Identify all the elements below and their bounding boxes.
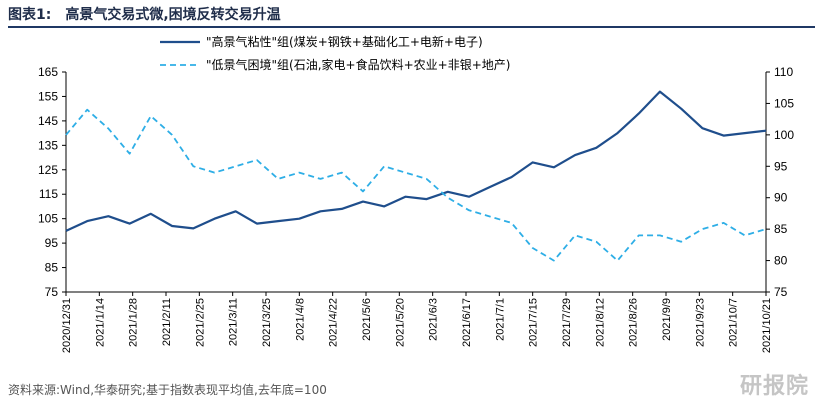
left-tick-label: 115 [39, 187, 58, 201]
right-tick-label: 75 [774, 285, 788, 299]
x-tick-label: 2021/6/3 [428, 298, 440, 341]
series-line-1 [65, 90, 767, 232]
line-chart: "高景气粘性"组(煤炭+钢铁+基础化工+电新+电子) "低景气困境"组(石油,家电… [38, 34, 794, 353]
x-tick-label: 2021/3/25 [261, 298, 273, 347]
x-tick-label: 2021/4/8 [294, 298, 306, 341]
x-tick-label: 2021/3/11 [228, 298, 240, 346]
x-tick-label: 2021/7/15 [528, 298, 540, 347]
legend: "高景气粘性"组(煤炭+钢铁+基础化工+电新+电子) "低景气困境"组(石油,家电… [160, 34, 510, 72]
x-tick-label: 2021/5/20 [394, 298, 406, 347]
x-tick-label: 2021/9/23 [694, 298, 706, 347]
x-tick-label: 2021/2/25 [194, 298, 206, 347]
x-tick-label: 2021/5/6 [361, 298, 373, 341]
source-note: 资料来源:Wind,华泰研究;基于指数表现平均值,去年底=100 [8, 383, 327, 397]
x-tick-label: 2021/7/29 [561, 298, 573, 347]
left-tick-label: 155 [38, 89, 58, 103]
right-tick-label: 80 [774, 254, 788, 268]
x-tick-label: 2020/12/31 [61, 298, 73, 353]
x-tick-label: 2021/9/9 [661, 298, 673, 341]
x-tick-label: 2021/1/28 [128, 298, 140, 347]
figure-title: 高景气交易式微,困境反转交易升温 [65, 7, 281, 23]
series-layer [65, 90, 767, 262]
left-tick-label: 165 [38, 65, 58, 79]
left-tick-label: 105 [38, 212, 58, 226]
left-tick-label: 85 [45, 261, 59, 275]
right-tick-label: 110 [774, 65, 793, 79]
x-tick-label: 2021/2/11 [161, 298, 173, 346]
right-tick-label: 105 [774, 96, 794, 110]
chart-title: 图表1: 高景气交易式微,困境反转交易升温 [8, 4, 281, 24]
axes: 75 85 95 105 115 125 135 145 155 165 75 80 85 90 95 100… [38, 65, 794, 353]
title-divider [8, 26, 815, 28]
figure-label: 图表1: [8, 7, 52, 23]
x-tick-label: 2021/1/14 [94, 298, 106, 347]
left-tick-label: 125 [38, 163, 58, 177]
x-tick-label: 2021/7/1 [494, 298, 506, 341]
left-tick-label: 135 [38, 138, 58, 152]
left-tick-label: 95 [45, 236, 59, 250]
right-tick-label: 95 [774, 159, 788, 173]
right-tick-label: 90 [774, 191, 788, 205]
x-tick-label: 2021/8/12 [594, 298, 606, 347]
legend-label-2: "低景气困境"组(石油,家电+食品饮料+农业+非银+地产) [206, 57, 510, 72]
left-tick-label: 145 [38, 114, 58, 128]
x-tick-label: 2021/6/17 [461, 298, 473, 347]
series-line-2 [65, 108, 767, 262]
right-tick-label: 85 [774, 222, 788, 236]
x-tick-label: 2021/10/21 [761, 298, 773, 353]
left-tick-label: 75 [45, 285, 59, 299]
x-tick-label: 2021/10/7 [728, 298, 740, 347]
right-tick-label: 100 [774, 128, 794, 142]
x-tick-label: 2021/4/22 [328, 298, 340, 347]
watermark: 研报院 [739, 374, 809, 399]
x-tick-label: 2021/8/26 [628, 298, 640, 347]
legend-label-1: "高景气粘性"组(煤炭+钢铁+基础化工+电新+电子) [206, 34, 483, 49]
